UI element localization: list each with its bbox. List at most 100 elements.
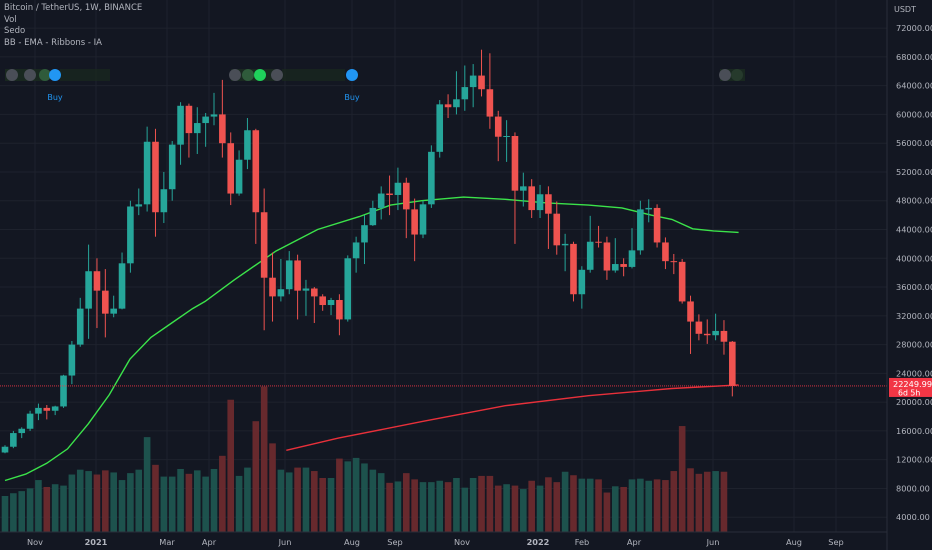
price-tick-label: 52000.00 (896, 167, 932, 177)
time-tick-label: Nov (454, 537, 470, 547)
candle-up (469, 75, 477, 88)
volume-bar (26, 488, 34, 532)
volume-bar (244, 467, 251, 532)
candle-down (227, 143, 235, 194)
candle-up (160, 189, 168, 213)
volume-bar (520, 489, 527, 532)
volume-bar (43, 486, 51, 532)
volume-bar (127, 473, 134, 532)
candle-up (285, 260, 293, 290)
candle-up (68, 344, 76, 376)
indicator-volume-label[interactable]: Vol (4, 14, 17, 25)
candle-up (1, 446, 9, 453)
candle-down (545, 194, 552, 214)
time-tick-label: Nov (27, 537, 43, 547)
volume-bar (110, 472, 117, 532)
volume-bar (695, 473, 703, 532)
candle-up (461, 87, 469, 100)
candle-up (127, 206, 134, 264)
volume-bar (411, 479, 418, 532)
price-tick-label: 56000.00 (896, 138, 932, 148)
signal-dot (731, 69, 743, 81)
candle-up (193, 123, 201, 134)
candle-down (185, 105, 193, 134)
signal-dot (39, 69, 51, 81)
candle-up (369, 207, 377, 226)
volume-bar (294, 467, 301, 532)
signal-dot (6, 69, 18, 81)
volume-bar (352, 457, 360, 532)
candle-down (528, 186, 535, 211)
signal-band (60, 69, 110, 81)
signal-dot (719, 69, 731, 81)
volume-bar (570, 475, 577, 532)
volume-bar (394, 481, 402, 532)
volume-bar (578, 478, 586, 532)
price-tick-label: 24000.00 (896, 368, 932, 378)
volume-bar (118, 480, 126, 532)
price-tick-label: 16000.00 (896, 426, 932, 436)
indicator-bb-label[interactable]: BB - EMA - Ribbons - IA (4, 37, 102, 48)
volume-bar (10, 493, 17, 532)
volume-bar (185, 473, 193, 532)
volume-bar (553, 482, 561, 532)
time-tick-label: Sep (828, 537, 843, 547)
volume-bar (469, 477, 477, 532)
volume-bar (93, 474, 101, 532)
candle-down (570, 243, 577, 295)
candle-up (76, 308, 84, 345)
time-tick-label: Feb (575, 537, 590, 547)
time-tick-label: Jun (706, 537, 720, 547)
volume-bar (402, 473, 410, 532)
time-tick-label: Apr (627, 537, 642, 547)
candle-down (102, 290, 109, 314)
candle-down (152, 141, 159, 213)
volume-bar (419, 482, 427, 532)
volume-bar (311, 471, 318, 532)
volume-bar (152, 464, 159, 532)
buy-label: Buy (344, 93, 360, 102)
candle-up (561, 243, 569, 246)
price-tick-label: 28000.00 (896, 340, 932, 350)
candle-down (729, 341, 736, 386)
candle-down (678, 261, 686, 302)
volume-bar (252, 421, 260, 532)
signal-dot (346, 69, 358, 81)
signal-dot (49, 69, 61, 81)
candle-up (10, 433, 17, 447)
price-tick-label: 4000.00 (896, 512, 930, 522)
volume-bar (202, 476, 209, 532)
candle-down (269, 277, 276, 297)
last-price-value: 22249.99 (893, 379, 932, 389)
indicator-sedo-label[interactable]: Sedo (4, 26, 26, 36)
time-tick-label: Aug (786, 537, 802, 547)
candle-up (210, 114, 218, 117)
volume-bar (428, 482, 435, 532)
volume-bar (377, 473, 385, 532)
candle-up (637, 209, 644, 251)
candle-up (202, 116, 209, 124)
candle-up (578, 269, 586, 295)
volume-bar (645, 480, 653, 532)
candle-down (553, 213, 561, 246)
candle-up (453, 99, 460, 108)
price-tick-label: 72000.00 (896, 23, 932, 33)
buy-label: Buy (47, 93, 63, 102)
candle-down (43, 407, 51, 411)
time-tick-label: Aug (344, 537, 360, 547)
ema-red-line (286, 384, 739, 451)
price-tick-label: 20000.00 (896, 397, 932, 407)
volume-bar (528, 480, 535, 532)
volume-bar (620, 486, 627, 532)
candle-up (244, 130, 251, 160)
volume-bar (285, 472, 293, 532)
candle-up (645, 207, 653, 210)
volume-bar (670, 471, 678, 532)
volume-bar (461, 487, 469, 532)
volume-bar (302, 467, 310, 532)
volume-bar (336, 458, 343, 532)
candle-up (611, 264, 619, 271)
volume-bar (51, 484, 59, 532)
candle-down (720, 330, 728, 342)
